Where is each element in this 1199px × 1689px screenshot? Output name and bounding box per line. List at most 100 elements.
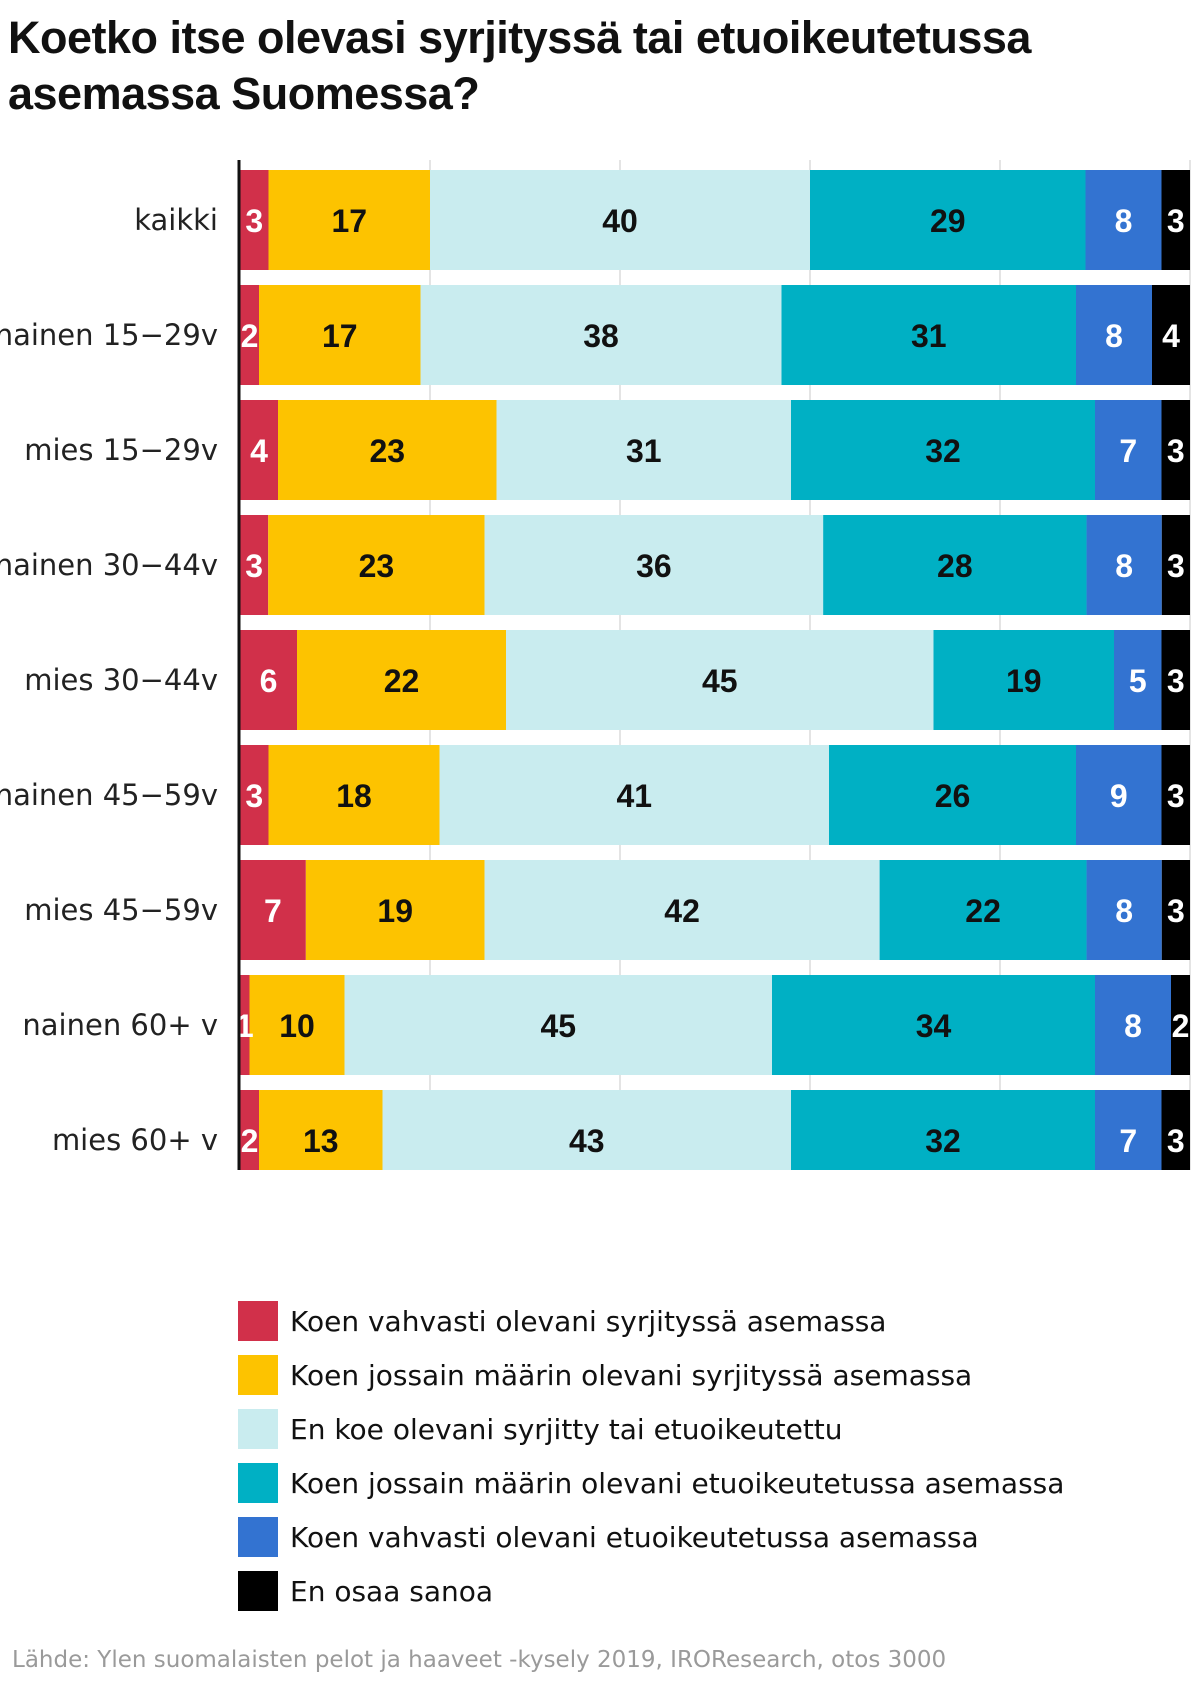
- bar-mies-45-59v-s4: [879, 860, 1087, 960]
- bar-label-mies-15-29v-s6: 3: [1167, 433, 1185, 469]
- stacked-bar-chart: 3 17 40 29 8 32 17 38 31 8 44 23 31 32 7 33 23 36 28 8 36 22 4…: [0, 160, 1191, 1170]
- category-labels: kaikki nainen 15−29v mies 15−29v nainen 30−…: [0, 203, 218, 1157]
- bar-nainen-30-44v-s3: [484, 515, 824, 615]
- bar-nainen-15-29v-s6: [1152, 285, 1190, 385]
- bar-mies-45-59v-s6: [1161, 860, 1190, 960]
- category-label: nainen 30−44v: [0, 548, 218, 582]
- bar-label-nainen-15-29v-s4: 31: [911, 318, 947, 354]
- bar-label-nainen-60-v-s3: 45: [540, 1008, 576, 1044]
- bar-nainen-15-29v-s3: [420, 285, 782, 385]
- bar-kaikki-s3: [430, 170, 810, 270]
- bar-mies-15-29v-s3: [496, 400, 791, 500]
- legend-item: Koen vahvasti olevani syrjityssä asemass…: [238, 1294, 1064, 1348]
- chart-title: Koetko itse olevasi syrjityssä tai etuoi…: [8, 12, 1031, 119]
- bar-label-kaikki-s4: 29: [930, 203, 966, 239]
- bar-nainen-45-59v-s6: [1161, 745, 1190, 845]
- bar-label-mies-60-v-s4: 32: [925, 1123, 961, 1159]
- bar-kaikki-s2: [268, 170, 430, 270]
- bar-label-kaikki-s6: 3: [1167, 203, 1185, 239]
- bar-mies-60-v-s4: [791, 1090, 1095, 1170]
- source-note: Lähde: Ylen suomalaisten pelot ja haavee…: [12, 1647, 947, 1673]
- legend-swatch: [238, 1463, 278, 1503]
- bar-label-mies-60-v-s1: 2: [241, 1123, 259, 1159]
- bar-label-nainen-30-44v-s1: 3: [245, 548, 263, 584]
- bar-label-kaikki-s2: 17: [331, 203, 367, 239]
- bar-label-mies-60-v-s5: 7: [1119, 1123, 1137, 1159]
- bar-label-mies-30-44v-s2: 22: [384, 663, 420, 699]
- legend-swatch: [238, 1301, 278, 1341]
- bar-kaikki-s6: [1161, 170, 1190, 270]
- category-label: nainen 15−29v: [0, 318, 218, 352]
- category-label: mies 30−44v: [24, 663, 218, 697]
- category-label: nainen 60+ v: [22, 1008, 218, 1042]
- bar-label-nainen-45-59v-s4: 26: [935, 778, 971, 814]
- bar-label-mies-15-29v-s5: 7: [1119, 433, 1137, 469]
- bar-nainen-15-29v-s5: [1076, 285, 1152, 385]
- bar-label-mies-15-29v-s3: 31: [626, 433, 662, 469]
- bar-nainen-60-v-s5: [1095, 975, 1171, 1075]
- bar-nainen-15-29v-s2: [259, 285, 421, 385]
- bar-nainen-30-44v-s1: [240, 515, 269, 615]
- bar-label-nainen-30-44v-s6: 3: [1167, 548, 1185, 584]
- bar-mies-30-44v-s2: [297, 630, 506, 730]
- category-label: mies 45−59v: [24, 893, 218, 927]
- bar-label-nainen-60-v-s4: 34: [916, 1008, 952, 1044]
- bar-label-mies-15-29v-s2: 23: [369, 433, 405, 469]
- bar-label-nainen-60-v-s2: 10: [279, 1008, 315, 1044]
- bar-label-nainen-30-44v-s2: 23: [359, 548, 395, 584]
- bar-label-nainen-45-59v-s3: 41: [616, 778, 652, 814]
- bar-mies-45-59v-s5: [1086, 860, 1162, 960]
- bar-nainen-60-v-s4: [772, 975, 1095, 1075]
- legend-swatch: [238, 1409, 278, 1449]
- bar-mies-15-29v-s2: [278, 400, 497, 500]
- bar-label-nainen-45-59v-s2: 18: [336, 778, 372, 814]
- bar-label-mies-15-29v-s1: 4: [250, 433, 268, 469]
- bar-mies-60-v-s2: [259, 1090, 383, 1170]
- bar-mies-60-v-s5: [1095, 1090, 1162, 1170]
- bar-kaikki-s4: [810, 170, 1086, 270]
- bar-mies-15-29v-s6: [1161, 400, 1190, 500]
- bar-label-nainen-15-29v-s5: 8: [1105, 318, 1123, 354]
- bar-mies-30-44v-s4: [933, 630, 1114, 730]
- bar-label-mies-30-44v-s1: 6: [260, 663, 278, 699]
- bar-value-labels: 3 17 40 29 8 32 17 38 31 8 44 23 31 32 7 33 23 36 28 8 36 22 4…: [236, 203, 1190, 1159]
- bar-nainen-45-59v-s1: [240, 745, 269, 845]
- bar-label-nainen-60-v-s6: 2: [1172, 1008, 1190, 1044]
- legend-label: Koen jossain määrin olevani etuoikeutetu…: [290, 1466, 1065, 1500]
- bar-label-mies-30-44v-s6: 3: [1167, 663, 1185, 699]
- legend-swatch: [238, 1517, 278, 1557]
- bar-mies-60-v-s6: [1161, 1090, 1190, 1170]
- bar-label-nainen-30-44v-s4: 28: [937, 548, 973, 584]
- bar-mies-30-44v-s5: [1114, 630, 1162, 730]
- bar-label-mies-30-44v-s5: 5: [1129, 663, 1147, 699]
- bar-mies-15-29v-s4: [791, 400, 1095, 500]
- bar-label-nainen-15-29v-s1: 2: [241, 318, 259, 354]
- bar-label-mies-45-59v-s6: 3: [1167, 893, 1185, 929]
- bar-label-nainen-15-29v-s3: 38: [583, 318, 619, 354]
- bar-nainen-30-44v-s5: [1086, 515, 1162, 615]
- legend-item: Koen jossain määrin olevani etuoikeutetu…: [238, 1456, 1064, 1510]
- bar-label-kaikki-s3: 40: [602, 203, 638, 239]
- bar-nainen-15-29v-s1: [240, 285, 259, 385]
- bar-label-mies-60-v-s3: 43: [569, 1123, 605, 1159]
- bar-label-nainen-45-59v-s1: 3: [245, 778, 263, 814]
- bar-label-mies-15-29v-s4: 32: [925, 433, 961, 469]
- bar-label-nainen-30-44v-s5: 8: [1115, 548, 1133, 584]
- bar-label-mies-45-59v-s1: 7: [264, 893, 282, 929]
- bar-label-nainen-15-29v-s2: 17: [322, 318, 358, 354]
- category-label: mies 60+ v: [52, 1123, 218, 1157]
- bar-label-nainen-60-v-s5: 8: [1124, 1008, 1142, 1044]
- bar-mies-30-44v-s1: [240, 630, 297, 730]
- legend-item: Koen vahvasti olevani etuoikeutetussa as…: [238, 1510, 1064, 1564]
- legend-item: Koen jossain määrin olevani syrjityssä a…: [238, 1348, 1064, 1402]
- bar-nainen-60-v-s2: [249, 975, 345, 1075]
- bar-label-nainen-15-29v-s6: 4: [1162, 318, 1180, 354]
- bar-nainen-30-44v-s4: [823, 515, 1087, 615]
- legend-label: En osaa sanoa: [290, 1574, 494, 1608]
- bar-mies-30-44v-s3: [506, 630, 934, 730]
- bar-nainen-45-59v-s4: [829, 745, 1076, 845]
- bar-mies-15-29v-s1: [240, 400, 278, 500]
- bar-mies-45-59v-s1: [240, 860, 306, 960]
- bar-label-mies-30-44v-s4: 19: [1006, 663, 1042, 699]
- category-label: kaikki: [134, 203, 218, 237]
